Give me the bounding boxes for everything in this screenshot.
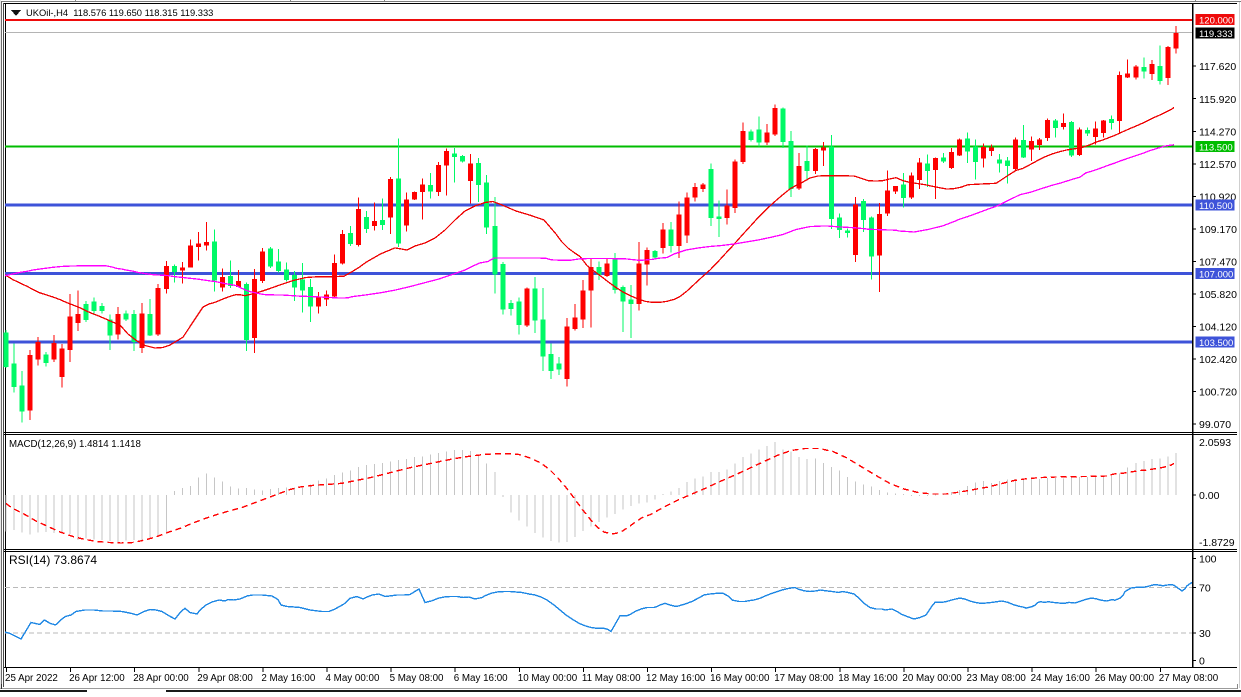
svg-text:100.720: 100.720 [1199, 387, 1237, 399]
svg-text:24 May 16:00: 24 May 16:00 [1031, 673, 1091, 684]
svg-text:26 Apr 12:00: 26 Apr 12:00 [69, 673, 125, 684]
svg-text:18 May 16:00: 18 May 16:00 [838, 673, 898, 684]
svg-text:0.00: 0.00 [1199, 490, 1220, 502]
svg-text:107.470: 107.470 [1199, 257, 1237, 269]
svg-text:114.270: 114.270 [1199, 126, 1236, 138]
svg-text:UKOil-,H4 118.576 119.650 118: UKOil-,H4 118.576 119.650 118.315 119.33… [26, 8, 213, 18]
svg-text:27 May 08:00: 27 May 08:00 [1159, 673, 1219, 684]
svg-text:104.120: 104.120 [1199, 322, 1237, 334]
svg-text:70: 70 [1199, 583, 1211, 595]
svg-text:-1.8729: -1.8729 [1199, 537, 1235, 549]
svg-text:6 May 16:00: 6 May 16:00 [454, 673, 508, 684]
svg-text:102.420: 102.420 [1199, 354, 1237, 366]
svg-text:25 Apr 2022: 25 Apr 2022 [5, 673, 58, 684]
svg-text:117.620: 117.620 [1199, 61, 1236, 73]
svg-text:29 Apr 08:00: 29 Apr 08:00 [197, 673, 253, 684]
svg-text:17 May 08:00: 17 May 08:00 [774, 673, 834, 684]
svg-text:20 May 00:00: 20 May 00:00 [902, 673, 962, 684]
svg-text:RSI(14) 73.8674: RSI(14) 73.8674 [9, 553, 97, 567]
svg-text:30: 30 [1199, 628, 1211, 640]
svg-text:113.500: 113.500 [1199, 143, 1233, 154]
svg-text:11 May 08:00: 11 May 08:00 [582, 673, 641, 684]
svg-text:105.820: 105.820 [1199, 289, 1237, 301]
svg-text:MACD(12,26,9) 1.4814 1.1418: MACD(12,26,9) 1.4814 1.1418 [9, 439, 141, 450]
svg-text:2.0593: 2.0593 [1199, 437, 1231, 449]
svg-text:110.500: 110.500 [1199, 201, 1233, 212]
svg-text:103.500: 103.500 [1199, 338, 1233, 349]
svg-text:10 May 00:00: 10 May 00:00 [518, 673, 578, 684]
svg-text:23 May 08:00: 23 May 08:00 [967, 673, 1027, 684]
svg-text:26 May 00:00: 26 May 00:00 [1095, 673, 1155, 684]
svg-text:28 Apr 00:00: 28 Apr 00:00 [133, 673, 189, 684]
svg-text:2 May 16:00: 2 May 16:00 [261, 673, 315, 684]
svg-text:109.170: 109.170 [1199, 224, 1237, 236]
svg-text:4 May 00:00: 4 May 00:00 [326, 673, 380, 684]
svg-text:107.000: 107.000 [1199, 270, 1233, 281]
svg-text:99.070: 99.070 [1199, 419, 1231, 431]
svg-text:100: 100 [1199, 554, 1217, 566]
svg-text:119.333: 119.333 [1199, 29, 1233, 40]
svg-text:0: 0 [1199, 656, 1205, 668]
svg-text:112.570: 112.570 [1199, 159, 1236, 171]
svg-text:5 May 08:00: 5 May 08:00 [390, 673, 444, 684]
svg-text:16 May 00:00: 16 May 00:00 [710, 673, 770, 684]
svg-text:120.000: 120.000 [1199, 16, 1233, 27]
svg-text:115.920: 115.920 [1199, 94, 1236, 106]
svg-text:12 May 16:00: 12 May 16:00 [646, 673, 706, 684]
